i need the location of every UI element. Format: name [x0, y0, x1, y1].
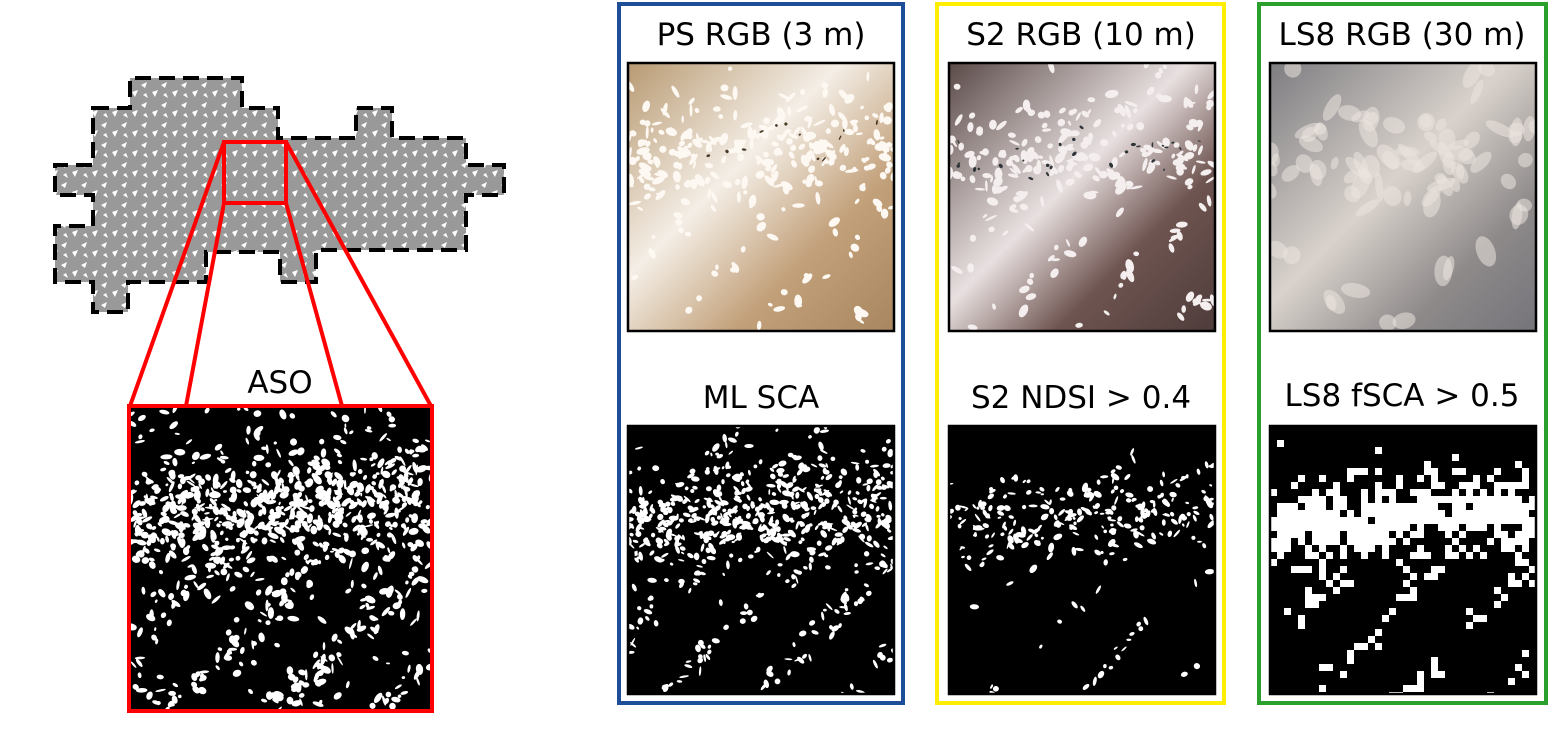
s2-rgb-image — [947, 61, 1217, 333]
s2-group: S2 RGB (10 m) S2 NDSI > 0.4 — [935, 2, 1226, 705]
ls8-rgb-title: LS8 RGB (30 m) — [1279, 17, 1526, 53]
ls8-mask-title: LS8 fSCA > 0.5 — [1285, 378, 1520, 414]
aso-panel: ASO — [127, 365, 434, 713]
ls8-rgb-image — [1268, 61, 1538, 333]
zoom-connector-right — [284, 141, 433, 407]
aso-snow-map — [127, 404, 434, 713]
ls8-mask-image — [1268, 424, 1538, 696]
s2-mask-image — [947, 424, 1217, 696]
ps-rgb-image — [626, 61, 896, 333]
ps-mask-title: ML SCA — [703, 380, 819, 416]
aso-title: ASO — [247, 365, 312, 401]
ls8-group: LS8 RGB (30 m) LS8 fSCA > 0.5 — [1257, 2, 1548, 705]
s2-frame — [935, 2, 1226, 705]
ps-rgb-title: PS RGB (3 m) — [657, 17, 866, 53]
aso-snow-texture — [131, 408, 431, 710]
zoom-connector-inner-left — [184, 202, 226, 407]
overview-region — [53, 76, 506, 314]
ps-mask-image — [626, 424, 896, 696]
ps-group: PS RGB (3 m) ML SCA — [617, 2, 905, 705]
overview-zoom-box — [222, 140, 288, 205]
overview-map — [53, 76, 506, 407]
zoom-connector-inner-right — [284, 202, 344, 407]
ps-frame — [617, 2, 905, 705]
s2-rgb-title: S2 RGB (10 m) — [966, 17, 1196, 53]
zoom-connector-left — [128, 141, 226, 407]
ls8-frame — [1257, 2, 1548, 705]
s2-mask-title: S2 NDSI > 0.4 — [971, 380, 1191, 416]
